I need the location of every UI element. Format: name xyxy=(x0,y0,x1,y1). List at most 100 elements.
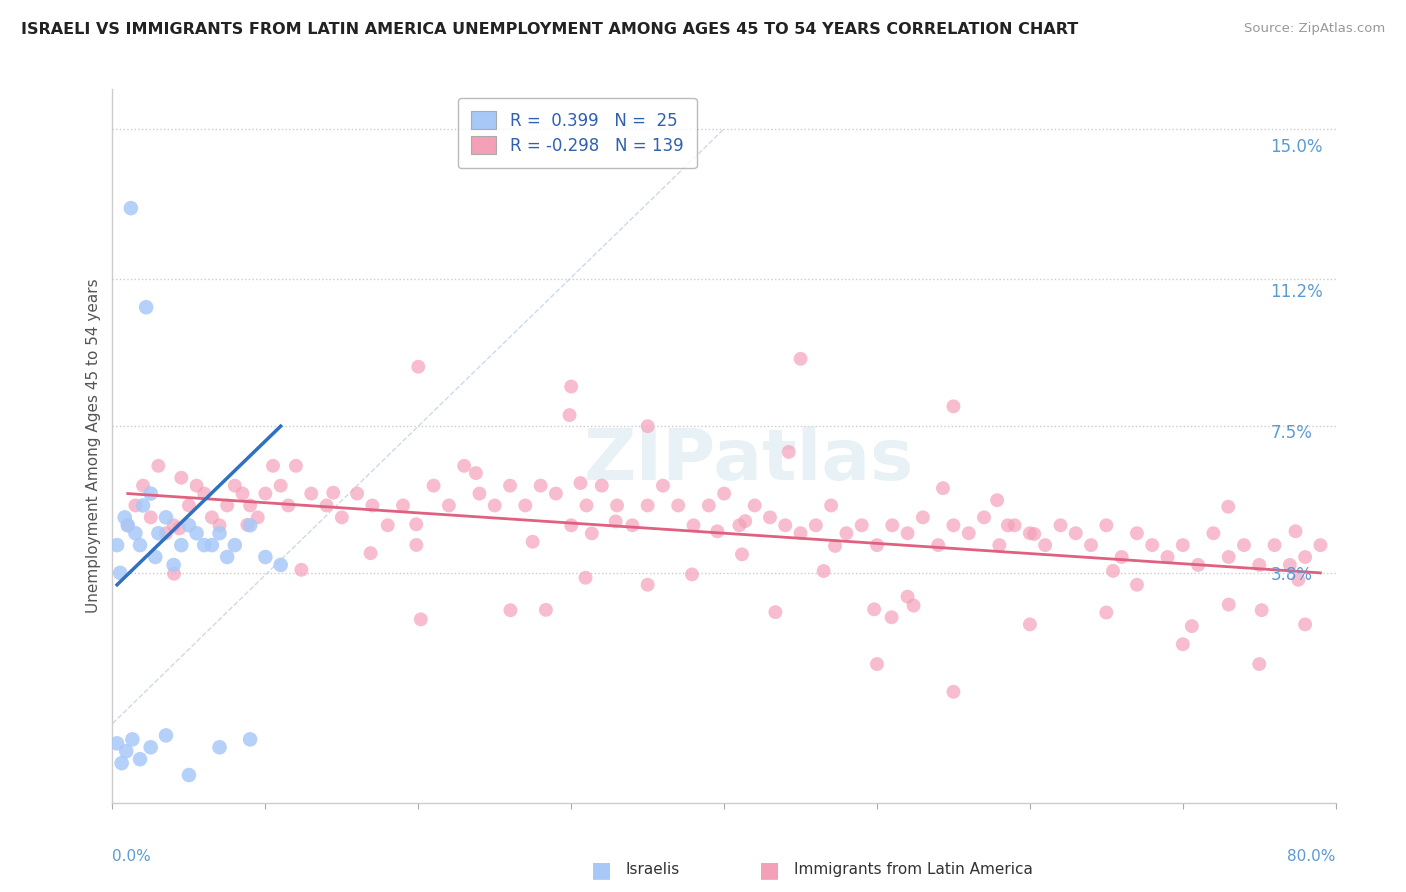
Point xyxy=(287,500,309,515)
Point xyxy=(778,359,800,374)
Point xyxy=(198,512,221,526)
Point xyxy=(586,500,609,515)
Point xyxy=(183,726,205,740)
Point xyxy=(1187,653,1209,667)
Point xyxy=(1022,527,1045,541)
Point xyxy=(232,520,254,534)
Point xyxy=(1173,539,1195,553)
Point xyxy=(423,500,446,515)
Text: Immigrants from Latin America: Immigrants from Latin America xyxy=(794,863,1033,877)
Point xyxy=(239,527,262,541)
Text: ■: ■ xyxy=(591,860,612,880)
Point xyxy=(1227,615,1250,630)
Point xyxy=(1227,550,1250,565)
Text: 80.0%: 80.0% xyxy=(1218,838,1265,854)
Point xyxy=(212,722,235,736)
Point xyxy=(962,520,984,534)
Point xyxy=(177,737,200,751)
Point xyxy=(226,474,249,488)
Point xyxy=(941,512,963,526)
Point xyxy=(600,482,623,496)
Point xyxy=(333,563,356,577)
Point xyxy=(1056,564,1078,578)
Point xyxy=(179,520,201,534)
Point xyxy=(1091,539,1114,553)
Text: ZIPatlas: ZIPatlas xyxy=(578,430,907,499)
Point xyxy=(751,512,773,526)
Point xyxy=(1010,520,1032,534)
Point xyxy=(1146,527,1168,541)
Point xyxy=(1077,527,1099,541)
Text: Source: ZipAtlas.com: Source: ZipAtlas.com xyxy=(1244,22,1385,36)
Point xyxy=(434,518,457,533)
Point xyxy=(904,484,927,499)
Point xyxy=(191,482,214,496)
Point xyxy=(799,564,821,578)
Point xyxy=(551,601,574,615)
Point xyxy=(169,539,191,553)
Point xyxy=(308,462,330,476)
Point xyxy=(232,760,254,774)
Point xyxy=(1077,577,1099,591)
Point xyxy=(205,527,228,541)
Point xyxy=(260,520,283,534)
Point xyxy=(955,539,977,553)
Text: Israelis: Israelis xyxy=(626,863,681,877)
Point xyxy=(294,512,316,526)
Point xyxy=(703,525,725,540)
Point xyxy=(253,512,276,526)
Point xyxy=(260,733,283,747)
Point xyxy=(239,482,262,496)
Point xyxy=(450,482,472,496)
Point xyxy=(533,500,555,515)
Point xyxy=(492,489,515,503)
Point xyxy=(274,482,297,496)
Point xyxy=(641,577,664,591)
Point xyxy=(219,558,242,572)
Point xyxy=(832,520,855,534)
Point xyxy=(395,547,418,561)
Point xyxy=(1126,616,1149,631)
Point xyxy=(205,462,228,476)
Point xyxy=(176,512,198,526)
Point xyxy=(219,520,242,534)
Point xyxy=(315,558,337,572)
Y-axis label: Unemployment Among Ages 45 to 54 years: Unemployment Among Ages 45 to 54 years xyxy=(86,283,101,618)
Point xyxy=(546,482,568,496)
Point xyxy=(681,567,703,582)
Point xyxy=(572,414,595,428)
Point xyxy=(181,214,204,228)
Point xyxy=(1159,502,1181,516)
Point xyxy=(173,748,195,763)
Point xyxy=(1063,550,1085,565)
Point xyxy=(859,520,882,534)
Point xyxy=(342,489,364,503)
Point xyxy=(1188,601,1211,615)
Point xyxy=(804,500,827,515)
Point xyxy=(914,405,936,419)
Point xyxy=(778,527,800,541)
Point xyxy=(1187,558,1209,572)
Point xyxy=(1050,520,1073,534)
Point xyxy=(574,520,596,534)
Text: ■: ■ xyxy=(759,860,780,880)
Point xyxy=(845,539,868,553)
Point xyxy=(198,489,221,503)
Point xyxy=(1159,550,1181,565)
Point xyxy=(169,730,191,744)
Point xyxy=(253,539,276,553)
Legend: R =  0.399   N =  25, R = -0.298   N = 139: R = 0.399 N = 25, R = -0.298 N = 139 xyxy=(471,115,709,186)
Point xyxy=(315,482,337,496)
Point xyxy=(505,500,527,515)
Point xyxy=(488,469,510,483)
Point xyxy=(1240,539,1263,553)
Point xyxy=(267,500,290,515)
Point xyxy=(436,539,458,553)
Point xyxy=(873,589,896,603)
Point xyxy=(952,495,974,509)
Point xyxy=(1219,525,1241,540)
Point xyxy=(1050,604,1073,618)
Point xyxy=(284,519,307,533)
Point xyxy=(409,520,432,534)
Point xyxy=(246,539,269,553)
